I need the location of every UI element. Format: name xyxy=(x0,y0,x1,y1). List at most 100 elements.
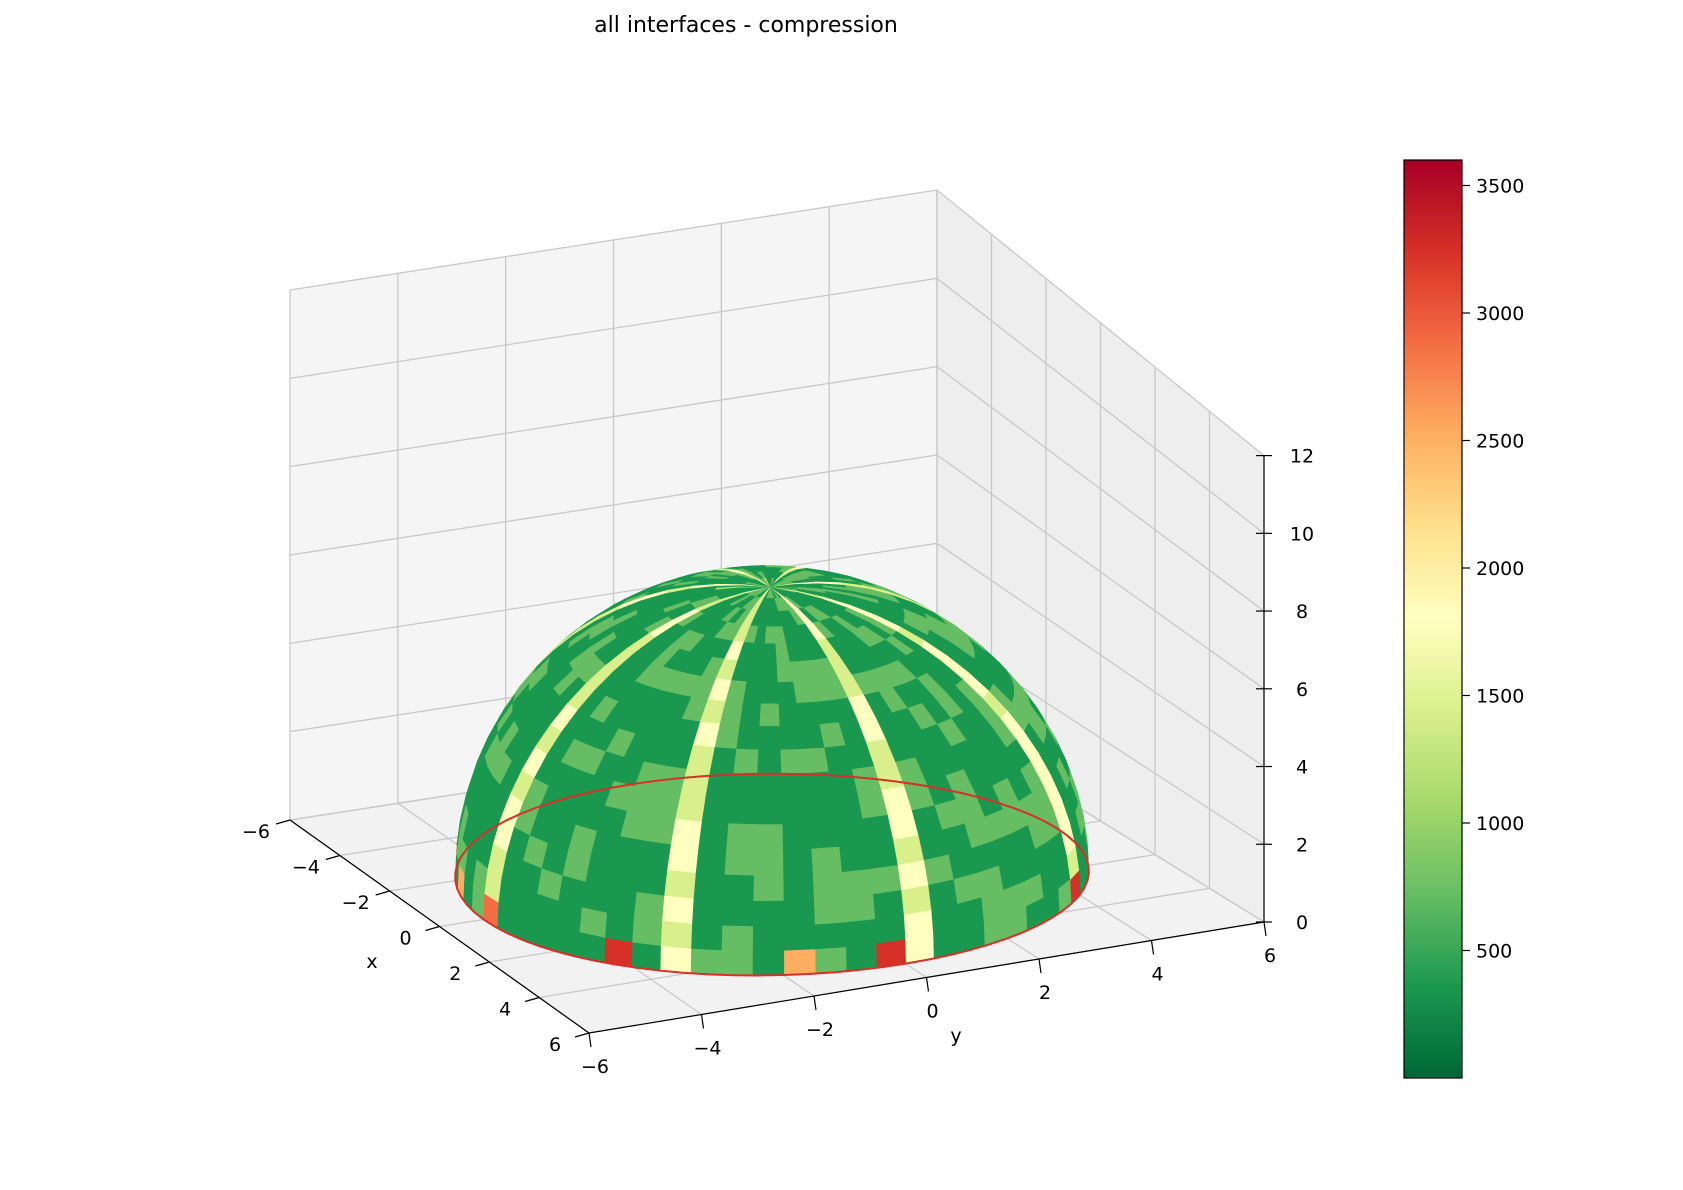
z-tick-label: 12 xyxy=(1290,446,1314,468)
y-tick-mark xyxy=(814,996,816,1010)
dome-tile xyxy=(873,890,904,919)
chart-title: all interfaces - compression xyxy=(594,13,898,38)
dome-tile xyxy=(782,798,810,824)
dome-tile xyxy=(752,926,783,951)
dome-tile xyxy=(757,750,781,774)
dome-tile xyxy=(813,872,844,899)
y-tick-label: 0 xyxy=(926,1001,938,1023)
dome-tile xyxy=(736,726,759,750)
dome-tile xyxy=(897,861,928,891)
dome-tile xyxy=(783,874,814,901)
colorbar-tick-label: 3000 xyxy=(1476,303,1524,325)
x-tick-mark xyxy=(475,962,489,966)
dome-tile xyxy=(833,794,863,822)
dome-tile xyxy=(723,875,754,901)
colorbar-tick-label: 1500 xyxy=(1476,686,1524,708)
x-tick-label: 4 xyxy=(499,999,511,1021)
z-tick-label: 2 xyxy=(1296,834,1308,856)
dome-tile xyxy=(721,926,752,951)
dome-tile xyxy=(733,749,758,774)
z-tick-label: 4 xyxy=(1296,757,1308,779)
dome-tile xyxy=(759,704,779,727)
dome-tile xyxy=(783,900,814,926)
dome-tile xyxy=(755,799,782,824)
x-tick-mark xyxy=(525,998,539,1002)
dome-tile xyxy=(814,898,845,925)
axes-3d: −6 −4 −2 0 2 4 6 x −6 −4 −2 0 2 4 6 y 0 2 4 6 8 10 12 xyxy=(242,190,1314,1078)
dome-tile xyxy=(866,840,897,869)
y-tick-label: 6 xyxy=(1264,945,1276,967)
dome-tile xyxy=(893,836,924,866)
dome-tile xyxy=(762,662,778,682)
dome-tile xyxy=(645,816,675,845)
dome-tile xyxy=(632,943,661,971)
dome-tile xyxy=(607,888,637,918)
y-tick-mark xyxy=(927,978,929,992)
dome-tile xyxy=(811,847,842,875)
dome-tile xyxy=(610,862,640,892)
dome-tile xyxy=(802,748,828,774)
dome-tile xyxy=(722,901,753,927)
y-tick-mark xyxy=(702,1015,704,1029)
dome-tile xyxy=(763,644,776,663)
colorbar-tick-label: 1000 xyxy=(1476,813,1524,835)
dome-tile xyxy=(739,703,760,726)
dome-tile xyxy=(671,819,701,847)
dome-tile xyxy=(839,844,870,872)
dome-tile xyxy=(633,918,663,947)
x-tick-label: −6 xyxy=(242,821,270,843)
dome-tile xyxy=(844,895,875,923)
dome-tile xyxy=(661,921,692,949)
x-tick-mark xyxy=(276,820,290,824)
dome-tile xyxy=(784,925,815,951)
dome-tile xyxy=(692,899,723,926)
y-tick-label: −4 xyxy=(693,1038,721,1060)
x-tick-label: −4 xyxy=(292,857,320,879)
y-axis-label: y xyxy=(950,1025,961,1047)
dome-tile xyxy=(691,949,722,975)
colorbar-gradient xyxy=(1404,160,1462,1078)
dome-tile xyxy=(753,876,783,902)
x-tick-label: 0 xyxy=(399,928,411,950)
y-tick-mark xyxy=(1039,959,1041,973)
dome-tile xyxy=(842,869,873,897)
dome-tile xyxy=(752,951,783,975)
dome-tile xyxy=(634,892,664,921)
dome-tile xyxy=(615,837,645,867)
x-tick-label: −2 xyxy=(342,892,370,914)
dome-tile xyxy=(875,915,905,944)
dome-tile xyxy=(862,815,893,844)
y-tick-label: −2 xyxy=(806,1019,834,1041)
z-tick-label: 6 xyxy=(1296,679,1308,701)
dome-tile xyxy=(754,850,784,876)
colorbar-tick-label: 3500 xyxy=(1476,176,1524,198)
dome-tile xyxy=(693,873,724,900)
dome-tile xyxy=(781,773,807,799)
x-tick-mark xyxy=(575,1033,589,1037)
dome-tile xyxy=(845,919,876,947)
x-tick-mark xyxy=(426,927,440,931)
x-tick-mark xyxy=(326,856,340,860)
y-tick-label: −6 xyxy=(581,1056,609,1078)
dome-tile xyxy=(605,913,634,943)
x-tick-label: 2 xyxy=(449,963,461,985)
dome-tile xyxy=(777,682,796,704)
x-axis-label: x xyxy=(366,951,377,973)
dome-tile xyxy=(728,798,756,824)
colorbar-tick-label: 2000 xyxy=(1476,558,1524,580)
dome-tile xyxy=(779,726,802,750)
y-tick-mark xyxy=(589,1033,591,1047)
dome-tile xyxy=(724,849,754,875)
dome-tile xyxy=(691,924,722,951)
dome-tile xyxy=(760,682,778,704)
dome-tile xyxy=(807,797,836,824)
dome-tile xyxy=(870,865,901,894)
y-tick-mark xyxy=(1264,922,1266,936)
dome-tile xyxy=(815,923,846,950)
colorbar: 500 1000 1500 2000 2500 3000 3500 xyxy=(1404,160,1524,1078)
dome-tile xyxy=(662,896,693,924)
y-tick-label: 2 xyxy=(1039,982,1051,1004)
y-tick-label: 4 xyxy=(1151,964,1163,986)
colorbar-tick-label: 2500 xyxy=(1476,431,1524,453)
colorbar-ticks: 500100015002000250030003500 xyxy=(1462,176,1524,963)
